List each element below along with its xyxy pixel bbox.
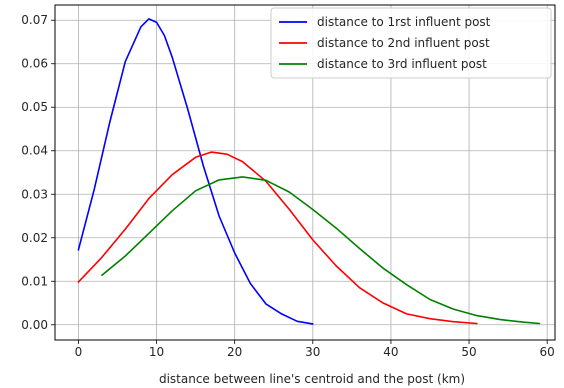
legend-label: distance to 3rd influent post [317,57,487,71]
x-tick-label: 60 [540,345,555,359]
series-line-1 [77,18,314,325]
y-tick-label: 0.07 [21,13,48,27]
x-tick-label: 30 [305,345,320,359]
y-tick-label: 0.02 [21,231,48,245]
y-tick-label: 0.03 [21,187,48,201]
series-lines [77,18,541,325]
legend-label: distance to 1rst influent post [317,15,491,29]
x-tick-label: 40 [383,345,398,359]
plot-area-frame [54,4,556,341]
x-tick-label: 0 [75,345,83,359]
y-tick-label: 0.06 [21,57,48,71]
legend-label: distance to 2nd influent post [317,36,490,50]
x-axis-label: distance between line's centroid and the… [159,372,465,386]
x-tick-label: 20 [227,345,242,359]
series-line-3 [101,176,541,325]
y-tick-label: 0.04 [21,144,48,158]
y-tick-label: 0.01 [21,274,48,288]
series-line-2 [77,151,478,325]
legend: distance to 1rst influent post distance t… [270,7,552,79]
y-axis-ticks: 0.00 0.01 0.02 0.03 0.04 0.05 0.06 0.07 [21,13,55,332]
x-tick-label: 50 [461,345,476,359]
y-tick-label: 0.05 [21,100,48,114]
x-tick-label: 10 [149,345,164,359]
y-tick-label: 0.00 [21,318,48,332]
x-axis-ticks: 0 10 20 30 40 50 60 [75,340,555,359]
legend-box [270,7,552,79]
